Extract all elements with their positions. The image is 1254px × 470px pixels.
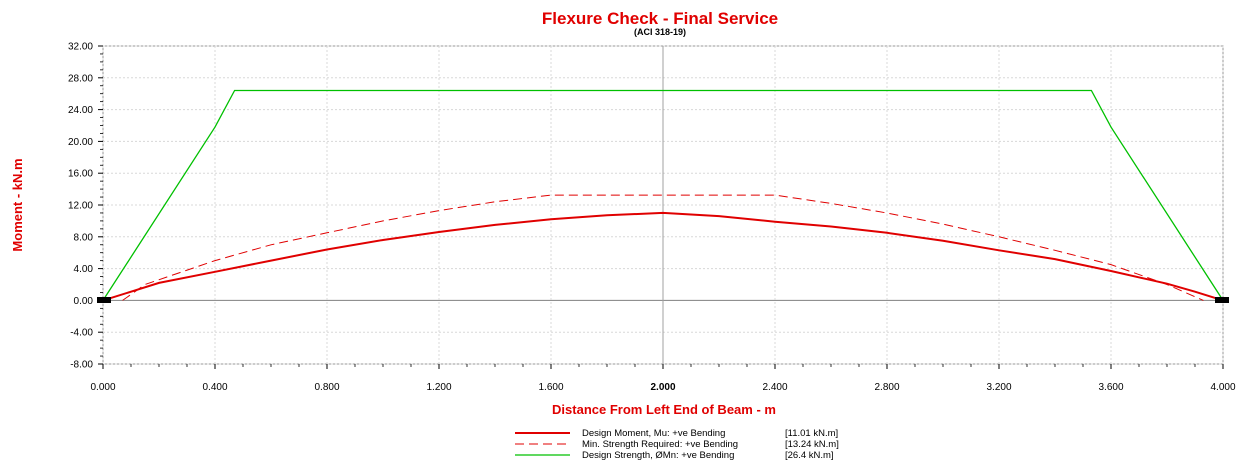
x-tick-label: 2.800: [874, 382, 899, 393]
x-axis: 0.000 0.400 0.800 1.200 1.600 2.000 2.400 2.800…: [90, 364, 1236, 393]
x-tick-label: 2.000: [650, 382, 675, 393]
y-tick-label: 4.00: [74, 264, 94, 275]
y-tick-label: 16.00: [68, 169, 93, 180]
design-moment-legend-label: Design Moment, Mu: +ve Bending: [582, 428, 725, 439]
y-tick-label: 24.00: [68, 105, 93, 116]
design-strength-legend-label: Design Strength, ØMn: +ve Bending: [582, 450, 734, 461]
y-axis: 32.00 28.00 24.00 20.00 16.00 12.00 8.00 4.00 0.…: [68, 42, 103, 371]
chart-title: Flexure Check - Final Service: [542, 9, 778, 28]
legend: Design Moment, Mu: +ve Bending [11.01 kN.…: [515, 428, 839, 461]
y-tick-label: 8.00: [74, 232, 94, 243]
chart-subtitle: (ACI 318-19): [634, 27, 686, 37]
right-support-marker: [1215, 297, 1229, 303]
design-strength-legend-value: [26.4 kN.m]: [785, 450, 834, 461]
y-tick-label: 32.00: [68, 42, 93, 53]
x-tick-label: 0.800: [314, 382, 339, 393]
x-axis-label: Distance From Left End of Beam - m: [552, 402, 776, 417]
x-tick-label: 3.600: [1098, 382, 1123, 393]
x-tick-label: 0.400: [202, 382, 227, 393]
y-tick-label: -4.00: [70, 328, 93, 339]
grid: [102, 45, 1224, 365]
x-tick-label: 1.600: [538, 382, 563, 393]
design-moment-legend-value: [11.01 kN.m]: [785, 428, 838, 439]
left-support-marker: [97, 297, 111, 303]
y-axis-label: Moment - kN.m: [10, 158, 25, 251]
plot-area: 32.00 28.00 24.00 20.00 16.00 12.00 8.00 4.00 0.…: [68, 42, 1236, 394]
design-moment-line: [102, 211, 1224, 302]
y-tick-label: -8.00: [70, 360, 93, 371]
y-tick-label: 0.00: [74, 296, 94, 307]
x-tick-label: 2.400: [762, 382, 787, 393]
min-strength-required-legend-label: Min. Strength Required: +ve Bending: [582, 439, 738, 450]
y-tick-label: 20.00: [68, 137, 93, 148]
x-tick-label: 1.200: [426, 382, 451, 393]
min-strength-required-legend-value: [13.24 kN.m]: [785, 439, 839, 450]
y-tick-label: 28.00: [68, 73, 93, 84]
x-tick-label: 0.000: [90, 382, 115, 393]
series-layer: [102, 89, 1224, 302]
x-tick-label: 3.200: [986, 382, 1011, 393]
design-strength-line: [102, 89, 1224, 301]
x-tick-label: 4.000: [1210, 382, 1235, 393]
y-tick-label: 12.00: [68, 201, 93, 212]
